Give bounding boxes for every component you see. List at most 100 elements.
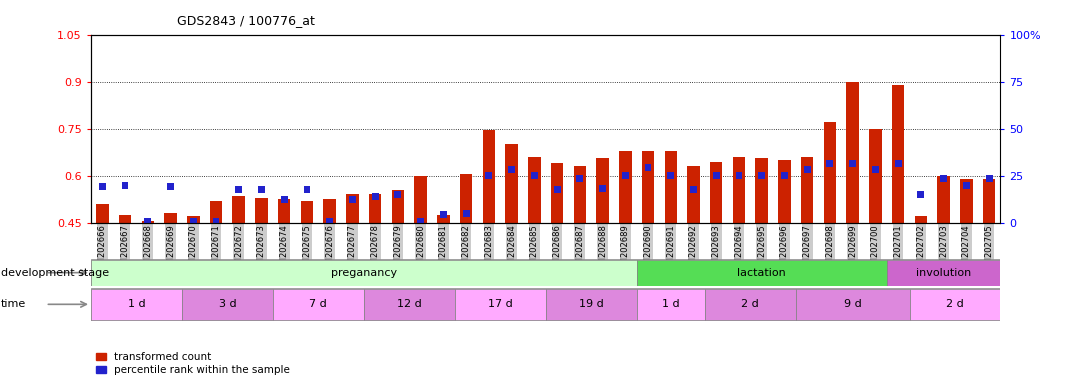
Bar — [599, 185, 606, 192]
Bar — [759, 172, 765, 179]
Text: 3 d: 3 d — [218, 299, 236, 310]
Bar — [846, 82, 859, 223]
Bar — [122, 182, 128, 189]
Text: 1 d: 1 d — [127, 299, 146, 310]
Text: time: time — [1, 299, 27, 310]
Bar — [165, 214, 177, 223]
Bar — [778, 160, 791, 223]
Bar — [304, 186, 310, 193]
Bar — [280, 196, 288, 203]
Bar — [664, 151, 677, 223]
Bar — [801, 157, 813, 223]
Bar — [895, 160, 902, 167]
Text: 2 d: 2 d — [742, 299, 760, 310]
Bar — [937, 176, 950, 223]
Bar — [713, 172, 720, 179]
Bar — [96, 204, 108, 223]
Bar — [529, 157, 540, 223]
Text: involution: involution — [916, 268, 972, 278]
Bar — [505, 144, 518, 223]
Bar — [508, 166, 515, 173]
Bar — [960, 179, 973, 223]
Bar — [941, 175, 947, 182]
Bar — [232, 196, 245, 223]
Bar — [574, 166, 586, 223]
Bar — [187, 217, 199, 223]
Bar — [637, 260, 887, 286]
Text: 19 d: 19 d — [579, 299, 603, 310]
Bar — [440, 212, 447, 218]
Bar — [553, 186, 561, 193]
Bar — [395, 191, 401, 198]
Bar — [258, 186, 265, 193]
Text: GDS2843 / 100776_at: GDS2843 / 100776_at — [177, 14, 315, 27]
Bar — [687, 166, 700, 223]
Bar — [755, 159, 768, 223]
Bar — [826, 160, 834, 167]
Bar — [869, 129, 882, 223]
Bar — [910, 289, 1000, 320]
Bar — [369, 195, 381, 223]
Bar — [796, 289, 910, 320]
Text: lactation: lactation — [737, 268, 786, 278]
Bar — [596, 159, 609, 223]
Bar — [644, 164, 652, 171]
Bar — [985, 175, 993, 182]
Bar — [98, 183, 106, 190]
Bar — [668, 172, 674, 179]
Bar — [364, 289, 455, 320]
Bar — [710, 162, 722, 223]
Text: 1 d: 1 d — [662, 299, 679, 310]
Text: development stage: development stage — [1, 268, 109, 278]
Text: 17 d: 17 d — [488, 299, 513, 310]
Bar — [347, 195, 358, 223]
Bar — [781, 172, 788, 179]
Bar — [256, 198, 268, 223]
Bar — [915, 217, 927, 223]
Bar — [705, 289, 796, 320]
Bar — [417, 218, 424, 225]
Bar — [278, 199, 290, 223]
Bar — [917, 191, 924, 198]
Bar — [804, 166, 811, 173]
Text: 7 d: 7 d — [309, 299, 327, 310]
Bar — [455, 289, 546, 320]
Bar — [531, 172, 538, 179]
Legend: transformed count, percentile rank within the sample: transformed count, percentile rank withi… — [96, 352, 290, 375]
Bar — [622, 172, 629, 179]
Bar — [983, 179, 995, 223]
Bar — [144, 218, 151, 225]
Bar — [486, 172, 492, 179]
Bar — [371, 193, 379, 200]
Bar — [733, 157, 745, 223]
Text: 12 d: 12 d — [397, 299, 422, 310]
Text: preganancy: preganancy — [331, 268, 397, 278]
Bar — [824, 122, 836, 223]
Bar — [892, 85, 904, 223]
Bar — [551, 163, 563, 223]
Bar — [850, 160, 856, 167]
Bar — [91, 260, 637, 286]
Bar — [119, 215, 132, 223]
Bar — [887, 260, 1000, 286]
Bar — [323, 199, 336, 223]
Bar — [414, 176, 427, 223]
Bar — [483, 130, 495, 223]
Bar — [182, 289, 273, 320]
Bar — [91, 289, 182, 320]
Bar — [189, 218, 197, 225]
Bar — [462, 210, 470, 217]
Text: 2 d: 2 d — [946, 299, 964, 310]
Bar — [273, 289, 364, 320]
Bar — [235, 186, 242, 193]
Bar — [460, 174, 472, 223]
Bar — [577, 175, 583, 182]
Bar — [620, 151, 631, 223]
Bar — [438, 215, 449, 223]
Bar — [392, 190, 404, 223]
Bar — [210, 201, 223, 223]
Bar — [167, 183, 174, 190]
Bar — [963, 182, 969, 189]
Bar — [735, 172, 743, 179]
Text: 9 d: 9 d — [844, 299, 861, 310]
